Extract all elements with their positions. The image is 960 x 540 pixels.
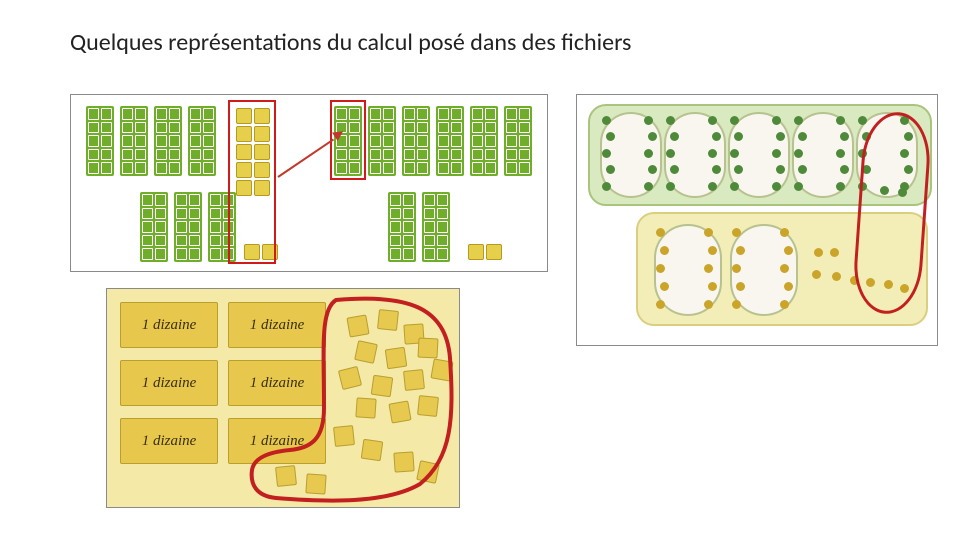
dot: [858, 116, 867, 125]
dot: [644, 182, 653, 191]
loose-dot: [812, 270, 821, 279]
dot: [670, 165, 679, 174]
loose-dot: [832, 272, 841, 281]
ten-block: [368, 106, 396, 176]
ten-block: [436, 106, 464, 176]
dot: [776, 165, 785, 174]
freehand-blob: [106, 288, 460, 508]
dot: [708, 282, 717, 291]
regroup-highlight-big: [228, 100, 276, 264]
dot: [656, 264, 665, 273]
ten-block: [188, 106, 216, 176]
dot: [836, 116, 845, 125]
dot: [730, 116, 739, 125]
dot: [602, 182, 611, 191]
dot: [840, 132, 849, 141]
dot: [712, 165, 721, 174]
dot: [736, 246, 745, 255]
dot: [704, 264, 713, 273]
dot: [732, 228, 741, 237]
regroup-highlight-small: [330, 100, 366, 180]
dot: [708, 182, 717, 191]
dot: [666, 116, 675, 125]
dot: [734, 132, 743, 141]
dot: [606, 132, 615, 141]
ten-block: [504, 106, 532, 176]
dot: [666, 182, 675, 191]
dot: [602, 149, 611, 158]
dot: [840, 165, 849, 174]
dot: [648, 132, 657, 141]
dot: [708, 246, 717, 255]
page-title: Quelques représentations du calcul posé …: [70, 28, 631, 57]
ten-block: [174, 192, 202, 262]
ten-block: [154, 106, 182, 176]
dot: [732, 264, 741, 273]
loose-dot: [830, 248, 839, 257]
ten-block: [422, 192, 450, 262]
dot: [644, 149, 653, 158]
dot: [772, 116, 781, 125]
dot: [794, 149, 803, 158]
dot: [660, 282, 669, 291]
ten-block: [86, 106, 114, 176]
unit-cube: [486, 244, 502, 260]
dot: [656, 228, 665, 237]
dot: [644, 116, 653, 125]
dot: [798, 132, 807, 141]
dot: [780, 228, 789, 237]
ten-block: [120, 106, 148, 176]
dot: [784, 282, 793, 291]
unit-cube: [468, 244, 484, 260]
dot: [732, 300, 741, 309]
dot: [836, 149, 845, 158]
dot: [656, 300, 665, 309]
dot: [648, 165, 657, 174]
dot: [666, 149, 675, 158]
ten-block: [140, 192, 168, 262]
dot: [784, 246, 793, 255]
dot: [836, 182, 845, 191]
ten-block: [470, 106, 498, 176]
ten-block: [388, 192, 416, 262]
dot: [780, 300, 789, 309]
ten-block: [402, 106, 430, 176]
dot: [794, 116, 803, 125]
dot: [708, 149, 717, 158]
dot: [794, 182, 803, 191]
dot: [704, 300, 713, 309]
dot: [708, 116, 717, 125]
dot: [602, 116, 611, 125]
dot: [704, 228, 713, 237]
dot: [780, 264, 789, 273]
dot: [734, 165, 743, 174]
dot: [660, 246, 669, 255]
dot: [776, 132, 785, 141]
dot: [798, 165, 807, 174]
dot: [772, 182, 781, 191]
dot: [730, 182, 739, 191]
dot: [606, 165, 615, 174]
loose-dot: [814, 248, 823, 257]
dot: [736, 282, 745, 291]
dot: [712, 132, 721, 141]
dot: [670, 132, 679, 141]
dot: [772, 149, 781, 158]
dot: [730, 149, 739, 158]
